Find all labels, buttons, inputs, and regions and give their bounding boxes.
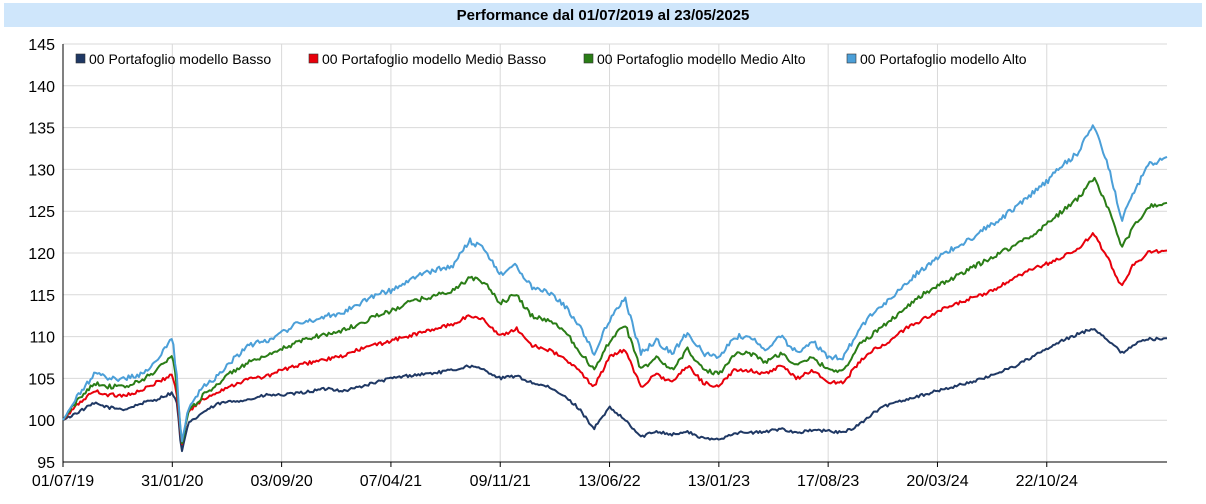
y-tick-label: 125 (28, 204, 55, 221)
y-tick-label: 95 (37, 455, 55, 472)
series-line-2 (62, 232, 1168, 446)
legend-swatch (846, 53, 857, 64)
series-line-4 (62, 124, 1168, 443)
x-tick-label: 22/10/24 (1016, 473, 1078, 490)
legend-label: 00 Portafoglio modello Alto (860, 51, 1027, 67)
y-tick-label: 120 (28, 246, 55, 263)
legend-label: 00 Portafoglio modello Medio Alto (597, 51, 806, 67)
legend-swatch (75, 53, 86, 64)
y-tick-label: 100 (28, 413, 55, 430)
x-tick-label: 13/01/23 (688, 473, 750, 490)
y-tick-label: 140 (28, 79, 55, 96)
chart-title-bar: Performance dal 01/07/2019 al 23/05/2025 (4, 3, 1202, 27)
legend-swatch (308, 53, 319, 64)
y-tick-label: 105 (28, 371, 55, 388)
x-tick-label: 07/04/21 (360, 473, 422, 490)
x-tick-label: 31/01/20 (141, 473, 203, 490)
legend-swatch (583, 53, 594, 64)
y-tick-label: 145 (28, 37, 55, 54)
legend-label: 00 Portafoglio modello Medio Basso (322, 51, 546, 67)
y-tick-label: 135 (28, 121, 55, 138)
series-line-1 (62, 328, 1167, 453)
y-tick-label: 130 (28, 162, 55, 179)
series-line-3 (62, 176, 1168, 445)
x-tick-label: 01/07/19 (32, 473, 94, 490)
x-tick-label: 17/08/23 (797, 473, 859, 490)
x-tick-label: 03/09/20 (250, 473, 312, 490)
y-tick-label: 115 (29, 288, 55, 305)
chart-title: Performance dal 01/07/2019 al 23/05/2025 (456, 6, 750, 24)
x-tick-label: 20/03/24 (906, 473, 968, 490)
legend-label: 00 Portafoglio modello Basso (89, 51, 271, 67)
x-tick-label: 09/11/21 (470, 473, 531, 490)
x-tick-label: 13/06/22 (578, 473, 640, 490)
y-tick-label: 110 (29, 330, 55, 347)
